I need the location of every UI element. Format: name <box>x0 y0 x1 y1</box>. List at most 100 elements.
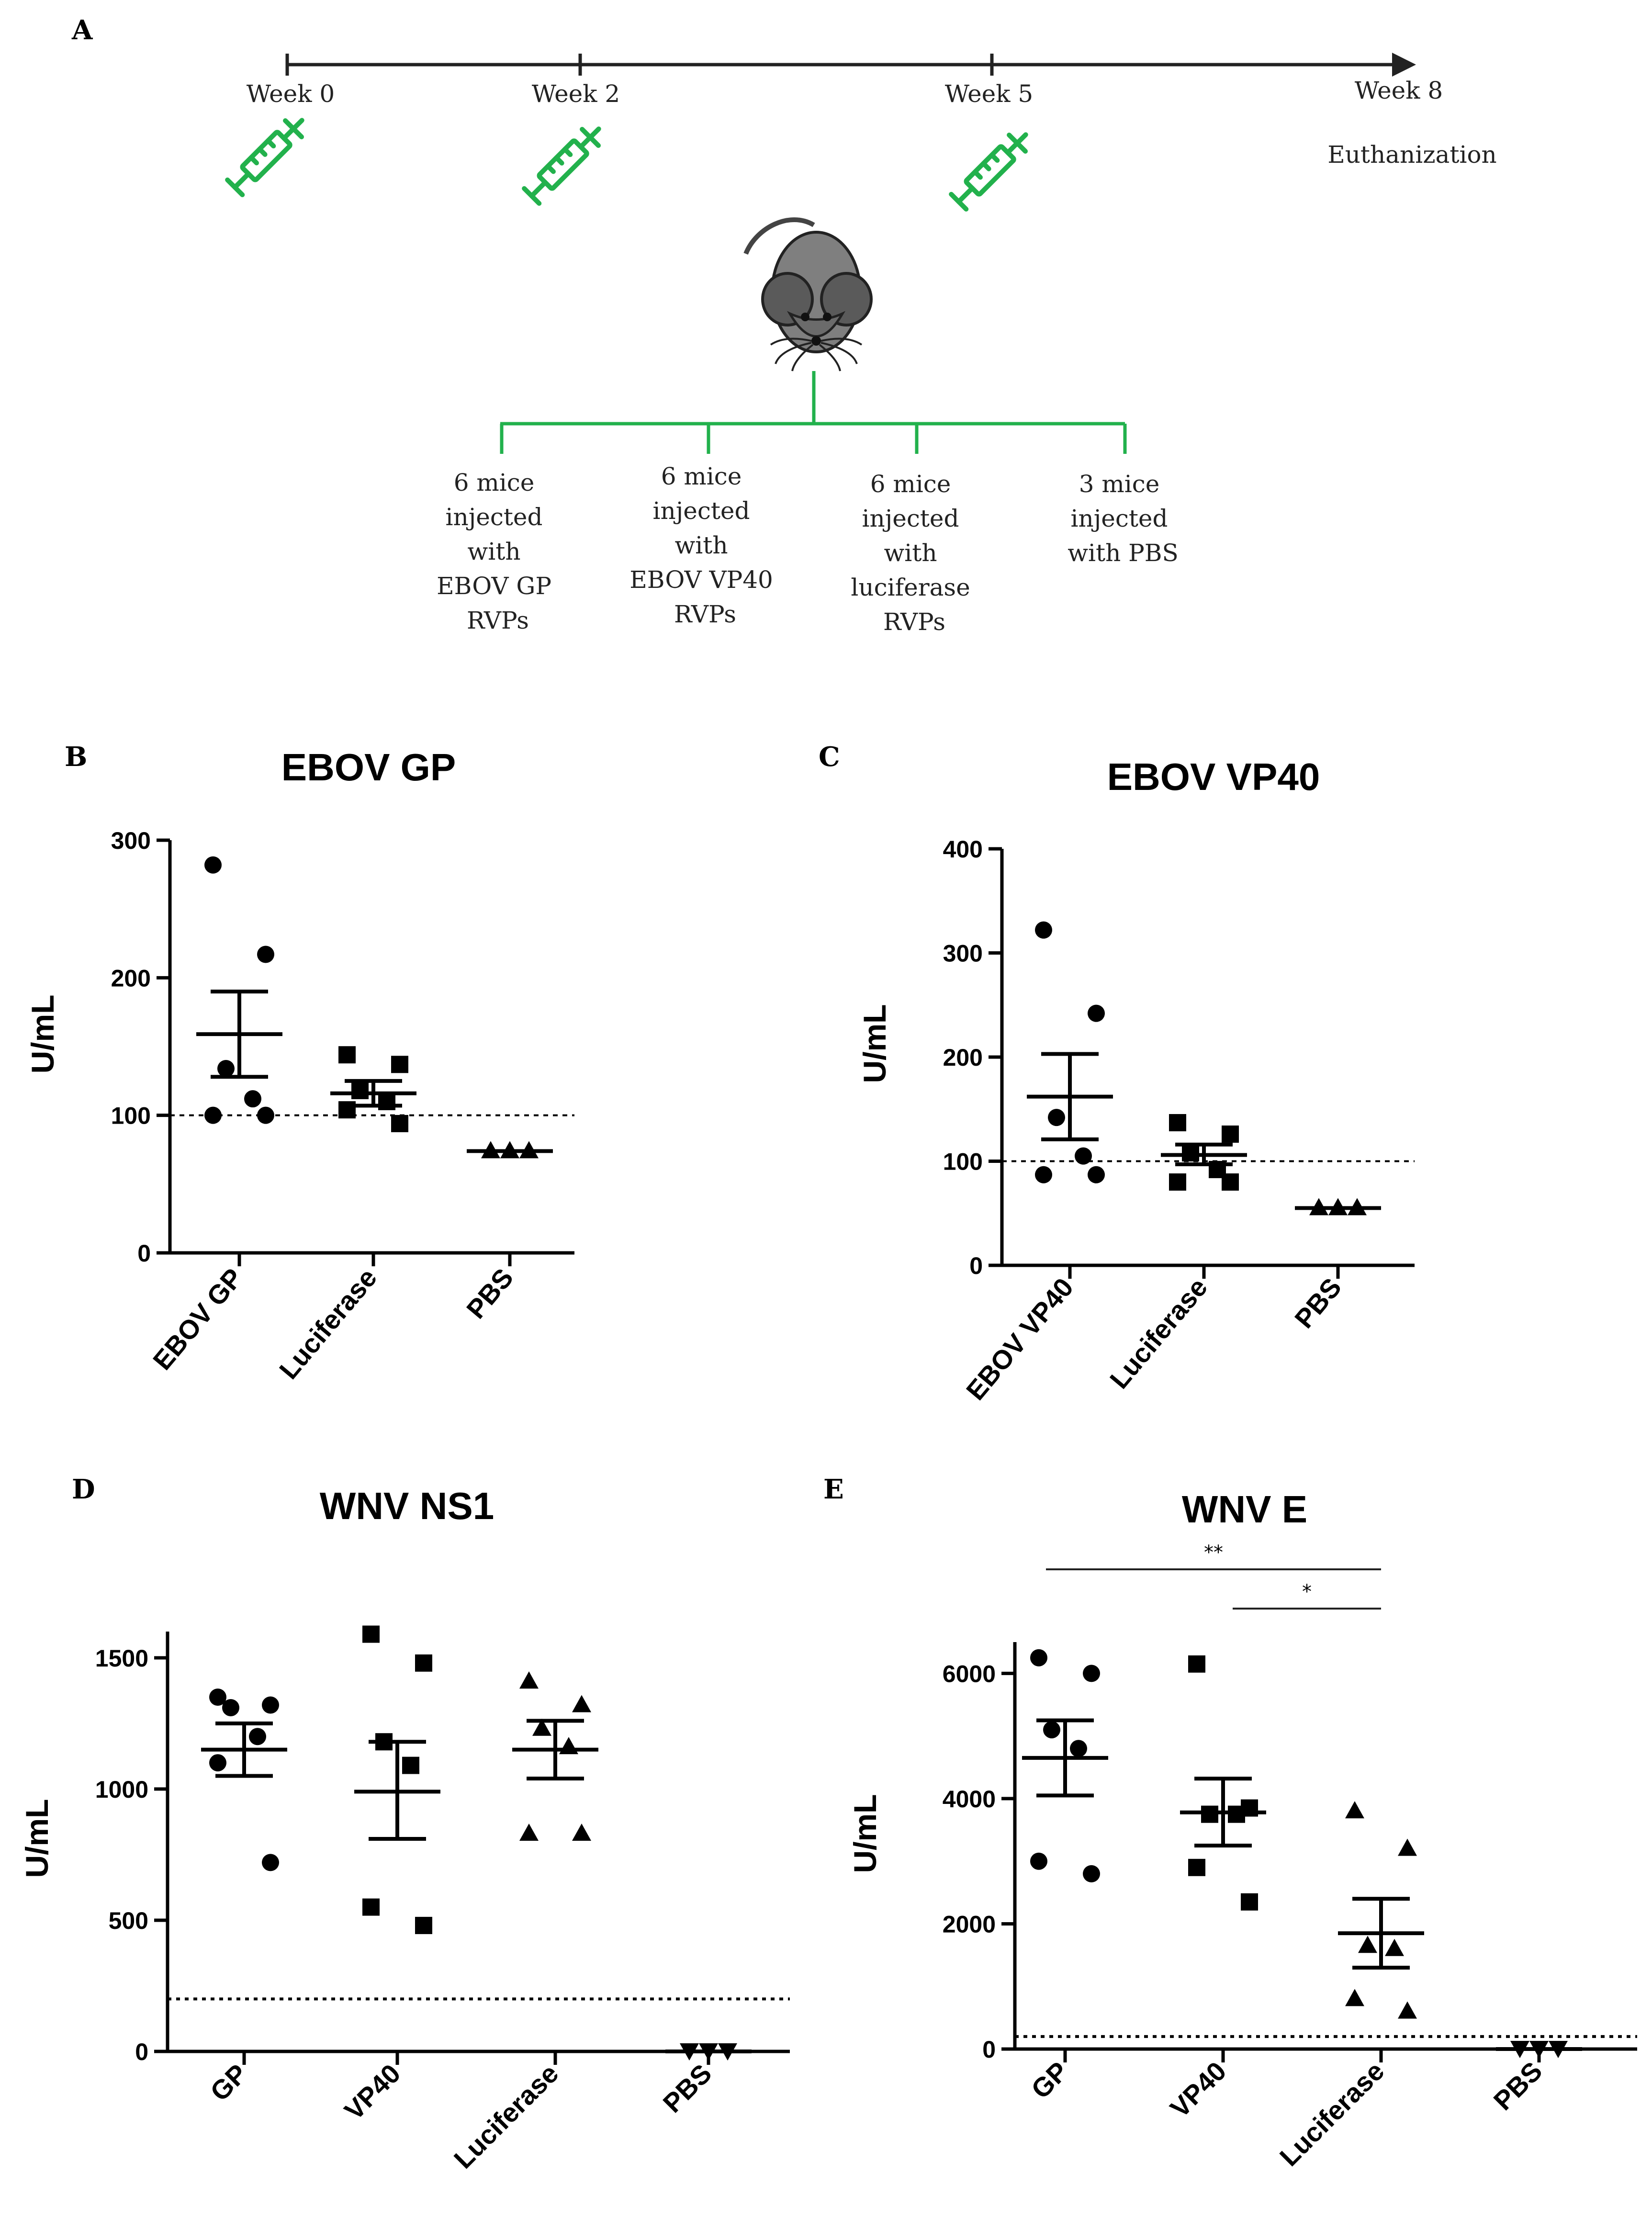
data-point <box>244 1090 261 1108</box>
data-point <box>222 1699 239 1716</box>
group-labels: 6 mice injected with EBOV GP RVPs 6 mice… <box>437 462 1179 636</box>
y-tick-label: 400 <box>943 836 983 863</box>
data-point <box>1035 921 1052 939</box>
data-point <box>204 856 222 874</box>
chart-title: EBOV GP <box>281 746 456 788</box>
y-tick-label: 500 <box>109 1907 148 1934</box>
data-point <box>519 1671 539 1689</box>
data-point <box>1358 1936 1377 1953</box>
data-point <box>362 1898 380 1916</box>
y-axis-label: U/mL <box>857 1004 892 1083</box>
data-point <box>1188 1655 1205 1673</box>
panel-e-chart: E WNV E U/mL 0 2000 4000 6000 GP VP40 Luciferase P… <box>823 1474 1637 2172</box>
data-point <box>519 1824 539 1841</box>
data-point <box>391 1056 408 1073</box>
data-point <box>559 1737 578 1755</box>
data-point <box>1088 1166 1105 1183</box>
data-point <box>1083 1865 1100 1882</box>
data-point <box>1070 1740 1087 1757</box>
timeline-label-week-0: Week 0 <box>247 80 335 108</box>
data-point <box>391 1115 408 1132</box>
x-category-label: PBS <box>657 2058 718 2118</box>
y-tick-label: 300 <box>111 827 151 854</box>
panel-label: B <box>65 741 87 773</box>
data-point <box>1188 1858 1205 1876</box>
chart-title: EBOV VP40 <box>1107 755 1320 798</box>
data-point <box>1043 1721 1060 1739</box>
y-tick-label: 300 <box>943 940 983 967</box>
chart-title: WNV E <box>1182 1488 1307 1531</box>
timeline-arrowhead <box>1392 53 1416 77</box>
data-point <box>1030 1852 1047 1870</box>
data-point <box>1169 1173 1186 1191</box>
data-point <box>262 1854 279 1871</box>
data-point <box>257 1106 274 1124</box>
data-point <box>1398 1838 1417 1856</box>
data-point <box>204 1106 222 1124</box>
data-point <box>402 1757 419 1774</box>
timeline-label-week-5: Week 5 <box>945 80 1034 108</box>
panel-d-chart: D WNV NS1 U/mL 0 500 1000 1500 GP VP40 Luciferase… <box>19 1474 790 2174</box>
data-point <box>1030 1649 1047 1667</box>
data-point <box>217 1059 235 1077</box>
data-point <box>1345 1801 1364 1819</box>
x-category-label: VP40 <box>338 2058 406 2126</box>
data-point <box>1345 1989 1364 2006</box>
data-point <box>532 1718 551 1736</box>
data-point <box>1241 1893 1258 1911</box>
data-point <box>209 1689 226 1706</box>
data-point <box>572 1824 591 1841</box>
data-point <box>1048 1109 1065 1126</box>
y-tick-label: 2000 <box>943 1911 996 1937</box>
x-category-label: Luciferase <box>1274 2056 1390 2172</box>
data-point <box>415 1916 432 1934</box>
data-point <box>1088 1004 1105 1022</box>
x-category-label: Luciferase <box>273 1262 382 1385</box>
y-tick-label: 0 <box>969 1252 983 1279</box>
data-point <box>1169 1114 1186 1132</box>
y-tick-label: 1500 <box>95 1645 148 1672</box>
group-ebov-gp: 6 mice injected with EBOV GP RVPs <box>437 469 559 634</box>
y-tick-label: 6000 <box>943 1660 996 1687</box>
panel-a: A Week 0 Week 2 Week 5 Week 8 Euthanizat… <box>71 14 1497 636</box>
x-category-label: PBS <box>1488 2056 1548 2116</box>
panel-a-label: A <box>71 14 93 46</box>
data-point <box>1035 1166 1052 1183</box>
significance-label: * <box>1302 1581 1312 1603</box>
x-category-label: Luciferase <box>448 2058 564 2174</box>
data-point <box>1222 1125 1239 1143</box>
data-point <box>415 1654 432 1672</box>
y-tick-label: 100 <box>111 1103 151 1129</box>
y-tick-label: 100 <box>943 1149 983 1175</box>
group-ebov-vp40: 6 mice injected with EBOV VP40 RVPs <box>629 462 781 628</box>
data-point <box>1083 1665 1100 1682</box>
data-point <box>262 1696 279 1714</box>
y-tick-label: 0 <box>137 1240 151 1267</box>
x-category-label: GP <box>1025 2056 1074 2105</box>
panel-label: D <box>72 1474 95 1505</box>
syringe-icon <box>951 126 1034 210</box>
data-point <box>1398 2001 1417 2019</box>
y-axis-label: U/mL <box>847 1794 883 1873</box>
y-tick-label: 0 <box>982 2036 996 2063</box>
y-axis-label: U/mL <box>19 1799 55 1878</box>
y-tick-label: 200 <box>111 965 151 991</box>
syringe-icon <box>524 121 607 204</box>
y-axis-label: U/mL <box>25 995 60 1074</box>
x-category-label: GP <box>204 2058 253 2107</box>
data-point <box>209 1754 226 1772</box>
significance-label: ** <box>1204 1542 1223 1564</box>
y-tick-label: 4000 <box>943 1786 996 1813</box>
group-pbs: 3 mice injected with PBS <box>1068 470 1179 567</box>
data-point <box>572 1695 591 1712</box>
y-tick-label: 0 <box>135 2039 148 2065</box>
x-category-label: VP40 <box>1164 2056 1232 2123</box>
x-category-label: PBS <box>461 1262 519 1324</box>
mouse-icon <box>743 217 873 372</box>
y-tick-label: 200 <box>943 1044 983 1071</box>
group-tree <box>500 371 1127 454</box>
